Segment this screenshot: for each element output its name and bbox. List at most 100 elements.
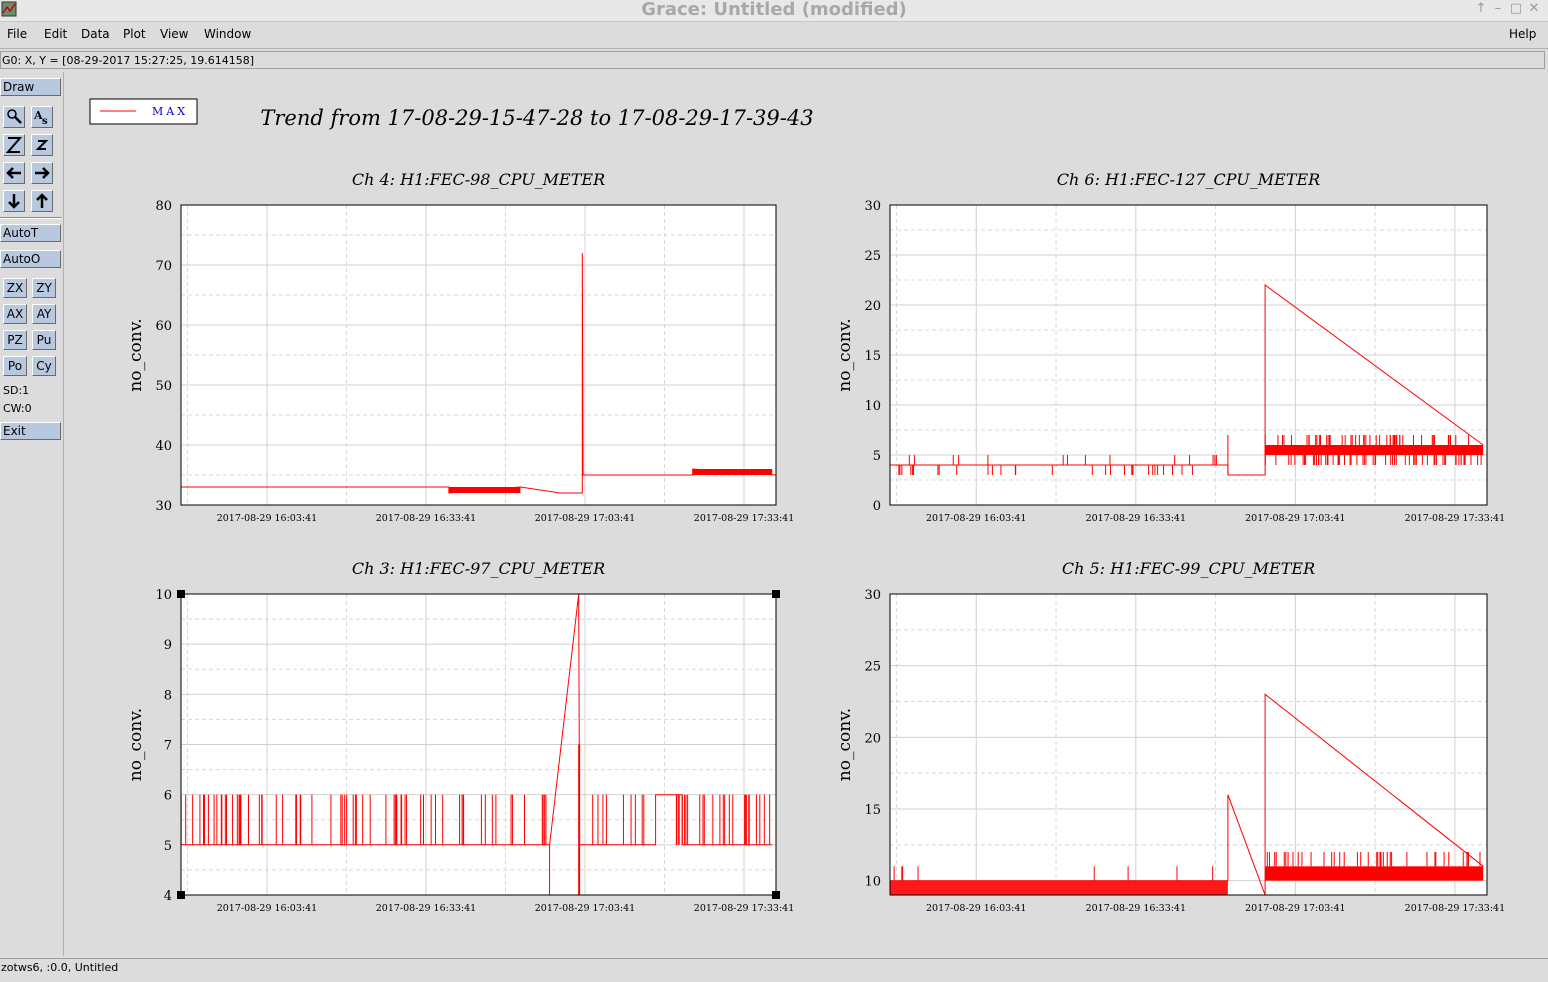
toolbar-divider: [0, 217, 62, 219]
menu-file[interactable]: File: [7, 27, 28, 41]
y-tick-label: 7: [164, 739, 172, 754]
x-tick-label: 2017-08-29 16:33:41: [376, 903, 476, 914]
current-world-label: CW:0: [3, 402, 32, 415]
zx-button[interactable]: ZX: [3, 278, 27, 298]
zoom-in-icon[interactable]: [3, 134, 25, 156]
scroll-left-icon[interactable]: [3, 162, 25, 184]
y-tick-label: 8: [164, 688, 172, 703]
ax-button[interactable]: AX: [3, 304, 27, 324]
menu-help[interactable]: Help: [1509, 27, 1537, 41]
graph-title: Ch 3: H1:FEC-97_CPU_METER: [352, 559, 605, 578]
y-tick-label: 0: [873, 499, 881, 514]
y-tick-label: 10: [155, 588, 172, 603]
selection-handle: [177, 891, 185, 899]
series-band: [1265, 866, 1484, 881]
window-titlebar: Grace: Untitled (modified) ↑ – □ ✕: [0, 0, 1548, 22]
window-minimize-icon[interactable]: –: [1494, 1, 1502, 16]
y-tick-label: 10: [864, 875, 881, 890]
y-tick-label: 30: [155, 499, 172, 514]
app-icon: [1, 1, 17, 17]
y-tick-label: 70: [155, 259, 172, 274]
x-tick-label: 2017-08-29 17:03:41: [1245, 903, 1345, 914]
y-axis-label: no_conv.: [126, 318, 146, 391]
series-band: [890, 880, 1228, 895]
po-button[interactable]: Po: [3, 356, 27, 376]
plot-title: Trend from 17-08-29-15-47-28 to 17-08-29…: [260, 106, 813, 130]
x-tick-label: 2017-08-29 16:03:41: [926, 513, 1026, 524]
graph-background: [890, 594, 1487, 895]
y-tick-label: 25: [864, 660, 881, 675]
y-tick-label: 9: [164, 638, 172, 653]
graph-frame: [180, 593, 777, 896]
scroll-right-icon[interactable]: [31, 162, 53, 184]
y-axis-label: no_conv.: [835, 318, 855, 391]
selection-handle: [772, 891, 780, 899]
draw-button[interactable]: Draw: [0, 78, 61, 96]
y-axis-label: no_conv.: [126, 708, 146, 781]
svg-text:s: s: [42, 116, 48, 127]
y-tick-label: 6: [164, 789, 172, 804]
autot-button[interactable]: AutoT: [0, 224, 61, 242]
selection-handle: [772, 590, 780, 598]
window-close-icon[interactable]: ✕: [1528, 1, 1540, 16]
locator-readout: G0: X, Y = [08-29-2017 15:27:25, 19.6141…: [0, 51, 1545, 69]
window-maximize-icon[interactable]: □: [1509, 1, 1523, 16]
y-tick-label: 4: [164, 889, 172, 904]
x-tick-label: 2017-08-29 17:03:41: [535, 513, 635, 524]
y-tick-label: 60: [155, 319, 172, 334]
graph-title: Ch 6: H1:FEC-127_CPU_METER: [1057, 170, 1320, 189]
y-tick-label: 25: [864, 249, 881, 264]
x-tick-label: 2017-08-29 17:33:41: [1405, 513, 1505, 524]
pu-button[interactable]: Pu: [32, 330, 56, 350]
menu-data[interactable]: Data: [81, 27, 110, 41]
zoom-icon[interactable]: [3, 106, 25, 128]
status-bar: zotws6, :0.0, Untitled: [0, 958, 1548, 978]
y-tick-label: 5: [164, 839, 172, 854]
x-tick-label: 2017-08-29 17:03:41: [535, 903, 635, 914]
y-tick-label: 15: [864, 803, 881, 818]
y-tick-label: 10: [864, 399, 881, 414]
graph-frame: [180, 204, 777, 506]
menu-window[interactable]: Window: [204, 27, 252, 41]
y-tick-label: 15: [864, 349, 881, 364]
menu-plot[interactable]: Plot: [123, 27, 146, 41]
x-tick-label: 2017-08-29 16:03:41: [217, 903, 317, 914]
selection-handle: [177, 590, 185, 598]
legend-label: MAX: [152, 105, 188, 118]
plot-area[interactable]: MAX Trend from 17-08-29-15-47-28 to 17-0…: [64, 72, 1548, 956]
series-band: [1265, 445, 1484, 455]
graph-title: Ch 4: H1:FEC-98_CPU_METER: [352, 170, 605, 189]
scroll-down-icon[interactable]: [3, 190, 25, 212]
y-tick-label: 5: [873, 449, 881, 464]
zoom-out-icon[interactable]: [31, 134, 53, 156]
y-tick-label: 80: [155, 199, 172, 214]
menu-edit[interactable]: Edit: [44, 27, 68, 41]
zy-button[interactable]: ZY: [32, 278, 56, 298]
exit-button[interactable]: Exit: [0, 422, 61, 440]
x-tick-label: 2017-08-29 16:33:41: [376, 513, 476, 524]
autoo-button[interactable]: AutoO: [0, 250, 61, 268]
plot-canvas[interactable]: MAX Trend from 17-08-29-15-47-28 to 17-0…: [64, 72, 1548, 956]
menubar: File Edit Data Plot View Window Help: [0, 22, 1548, 49]
x-tick-label: 2017-08-29 16:03:41: [926, 903, 1026, 914]
series-band: [448, 487, 521, 493]
x-tick-label: 2017-08-29 17:33:41: [694, 903, 794, 914]
window-raise-icon[interactable]: ↑: [1475, 1, 1487, 16]
y-tick-label: 20: [864, 731, 881, 746]
graph-frame: [889, 593, 1488, 896]
x-tick-label: 2017-08-29 16:33:41: [1086, 903, 1186, 914]
pz-button[interactable]: PZ: [3, 330, 27, 350]
cy-button[interactable]: Cy: [32, 356, 56, 376]
series-line: [890, 284, 1484, 476]
menu-view[interactable]: View: [160, 27, 189, 41]
x-tick-label: 2017-08-29 16:33:41: [1086, 513, 1186, 524]
scroll-up-icon[interactable]: [31, 190, 53, 212]
y-tick-label: 30: [864, 199, 881, 214]
x-tick-label: 2017-08-29 16:03:41: [217, 513, 317, 524]
window-title: Grace: Untitled (modified): [641, 0, 907, 20]
svg-text:A: A: [33, 109, 43, 122]
series-band: [692, 469, 773, 475]
ay-button[interactable]: AY: [32, 304, 56, 324]
